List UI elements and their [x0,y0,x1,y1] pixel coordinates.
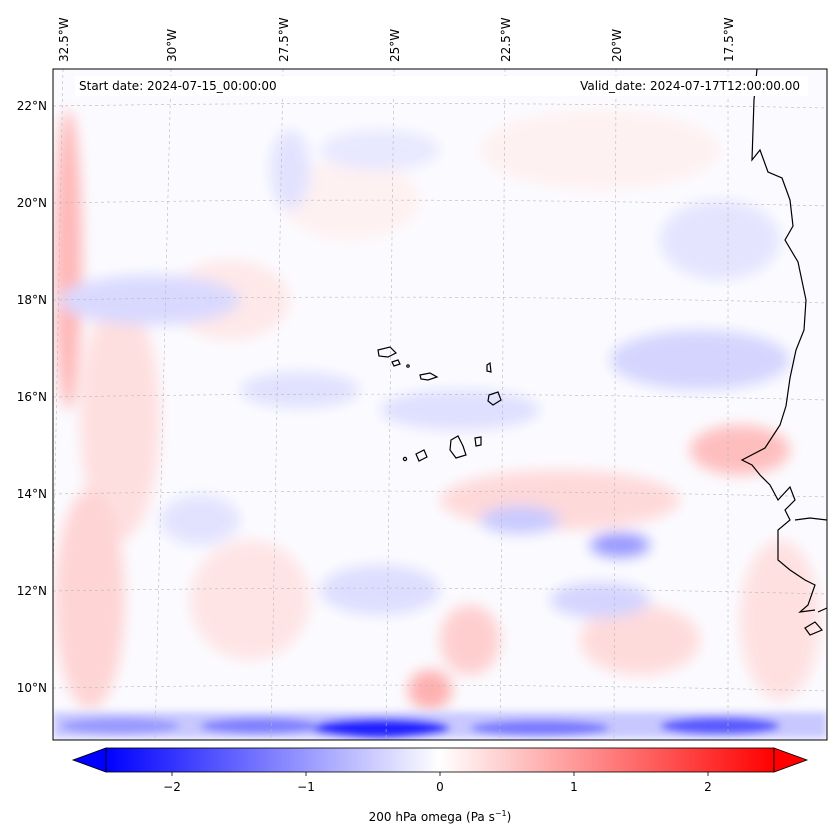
island [486,361,492,373]
lat-label: 18°N [17,293,47,307]
lat-label: 14°N [17,487,47,501]
lon-label: 27.5°W [277,17,291,62]
lon-label: 25°W [388,29,402,62]
coastline [377,69,827,636]
header-strip [75,76,808,96]
colorbar-min-extend [71,747,107,773]
colorbar-tick-label: 0 [436,780,444,794]
colorbar-tick-label: −1 [297,780,315,794]
colorbar-ticks [171,772,709,776]
colorbar-tick-label: 2 [704,780,712,794]
africa-coastline [740,69,816,613]
colorbar-max-extend [773,747,809,773]
island [449,435,467,459]
colorbar-tick-label: −2 [163,780,181,794]
omega-field [53,69,827,740]
island [377,346,398,358]
lat-label: 16°N [17,390,47,404]
latitude-labels: 22°N 20°N 18°N 16°N 14°N 12°N 10°N [17,99,47,695]
lat-label: 12°N [17,584,47,598]
colorbar-body [105,747,775,773]
island [415,449,428,462]
colorbar-tick-label: 1 [570,780,578,794]
map-frame [52,68,828,741]
colorbar: −2 −1 0 1 2 200 hPa omega (Pa s−1) [71,747,809,824]
lat-label: 10°N [17,681,47,695]
lat-label: 22°N [17,99,47,113]
longitude-labels: 32.5°W 30°W 27.5°W 25°W 22.5°W 20°W 17.5… [57,17,736,62]
island [487,391,502,406]
lat-label: 20°N [17,196,47,210]
valid-date-label: Valid_date: 2024-07-17T12:00:00.00 [580,79,800,93]
lon-label: 32.5°W [57,17,71,62]
lon-label: 17.5°W [722,17,736,62]
colorbar-label: 200 hPa omega (Pa s−1) [369,809,512,824]
lon-label: 20°W [610,29,624,62]
start-date-label: Start date: 2024-07-15_00:00:00 [79,79,277,93]
island [419,372,439,381]
gridlines [53,69,827,740]
lon-label: 30°W [165,29,179,62]
island [474,436,482,447]
island [391,359,401,367]
lon-label: 22.5°W [499,17,513,62]
